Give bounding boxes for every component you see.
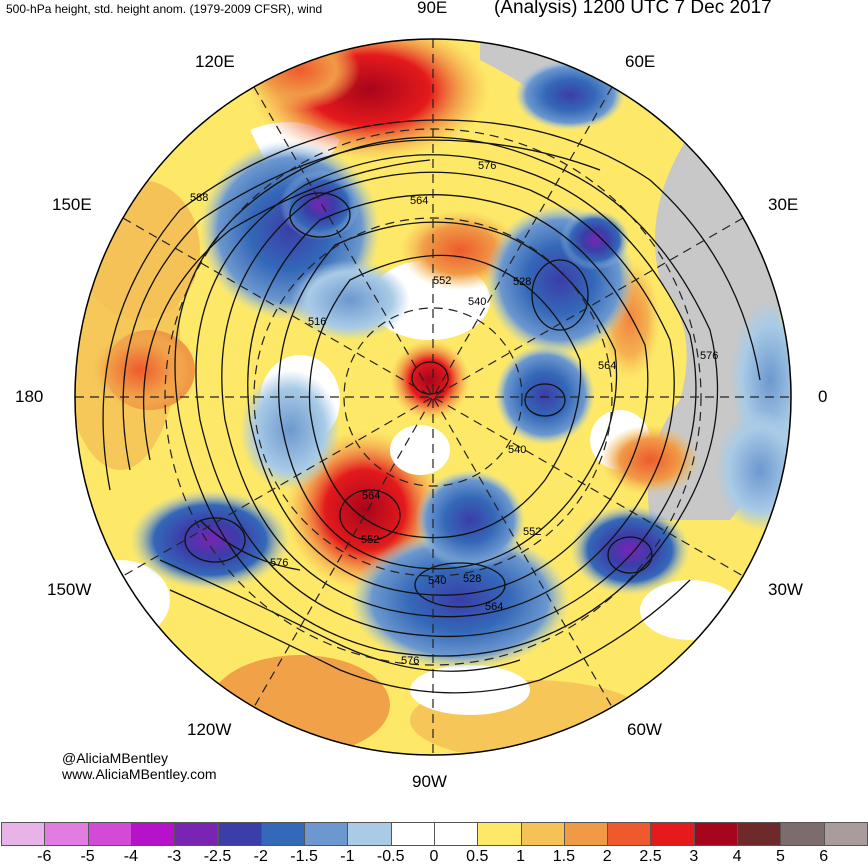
colorbar-label: 1.5 <box>552 848 576 865</box>
lon-label-150w: 150W <box>47 580 92 599</box>
contour-label: 588 <box>190 192 209 204</box>
credit-handle: @AliciaMBentley <box>62 750 169 766</box>
colorbar-swatch <box>607 822 652 846</box>
colorbar-label: -4 <box>123 848 139 865</box>
colorbar-swatch <box>260 822 306 846</box>
lon-label-0: 0 <box>818 387 828 406</box>
colorbar-label: 1 <box>516 848 526 865</box>
contour-label: 576 <box>270 557 289 569</box>
colorbar-label: -0.5 <box>376 848 405 865</box>
colorbar-label: 5 <box>775 848 785 865</box>
colorbar-label: -1.5 <box>290 848 318 865</box>
colorbar-label: 6 <box>819 848 829 865</box>
colorbar-swatch <box>217 822 262 846</box>
colorbar-swatch <box>520 822 565 846</box>
colorbar-swatch <box>1 822 46 846</box>
colorbar-label: -6 <box>37 848 52 865</box>
colorbar-swatch <box>780 822 825 846</box>
contour-label: 540 <box>428 575 447 587</box>
lat-lon-grid <box>75 39 791 755</box>
credit-website: www.AliciaMBentley.com <box>62 766 217 782</box>
lon-label-150e: 150E <box>52 195 92 214</box>
contour-label: 552 <box>523 526 542 538</box>
lon-label-60w: 60W <box>627 720 662 739</box>
contour-label: 576 <box>401 655 420 667</box>
colorbar-swatch <box>130 822 176 846</box>
colorbar-label: -1 <box>340 848 355 865</box>
colorbar-label: 3 <box>689 848 699 865</box>
contour-label: 516 <box>308 316 327 328</box>
contour-label: 540 <box>468 296 487 308</box>
colorbar-swatch <box>737 822 782 846</box>
contour-label: 564 <box>485 601 504 613</box>
contour-label: 564 <box>410 195 429 207</box>
height-contours <box>102 119 761 694</box>
contour-label: 552 <box>361 534 380 546</box>
colorbar-swatch <box>304 822 349 846</box>
colorbar-label: 0.5 <box>466 848 489 865</box>
lon-label-90w: 90W <box>412 772 447 791</box>
colorbar-label: -5 <box>80 848 95 865</box>
lon-label-120e: 120E <box>195 52 235 71</box>
lon-label-60e: 60E <box>625 52 656 71</box>
lon-label-30e: 30E <box>768 195 799 214</box>
anomaly-field <box>75 39 791 755</box>
colorbar-swatch <box>434 822 479 846</box>
contour-label: 564 <box>598 360 617 372</box>
contour-label: 528 <box>513 276 532 288</box>
colorbar-swatch <box>477 822 522 846</box>
lon-label-90e: 90E <box>417 0 448 17</box>
colorbar-swatch <box>650 822 695 846</box>
colorbar-swatch <box>563 822 609 846</box>
colorbar-swatch <box>174 822 219 846</box>
colorbar-label: 2 <box>602 848 612 865</box>
colorbar-swatch <box>390 822 435 846</box>
colorbar-swatch <box>87 822 132 846</box>
map-border <box>74 38 792 756</box>
colorbar-swatch <box>44 822 89 846</box>
colorbar-label: -2 <box>253 848 268 865</box>
contour-label: 576 <box>700 350 719 362</box>
colorbar-swatch <box>347 822 392 846</box>
lon-label-120w: 120W <box>187 720 232 739</box>
colorbar-label: 4 <box>732 848 742 865</box>
colorbar-swatch <box>823 822 868 846</box>
colorbar-swatch <box>693 822 739 846</box>
lon-label-180: 180 <box>15 387 44 406</box>
chart-title-left: 500-hPa height, std. height anom. (1979-… <box>6 2 323 16</box>
contour-label: 564 <box>362 490 381 502</box>
chart-title-right: (Analysis) 1200 UTC 7 Dec 2017 <box>494 0 772 18</box>
colorbar-label: -2.5 <box>203 848 232 865</box>
contour-label: 540 <box>508 444 527 456</box>
contour-label: 552 <box>433 275 452 287</box>
contour-label: 528 <box>463 573 482 585</box>
colorbar-label: 0 <box>429 848 439 865</box>
colorbar-label: 2.5 <box>639 848 662 865</box>
colorbar-label: -3 <box>167 848 182 865</box>
lon-label-30w: 30W <box>768 580 803 599</box>
contour-label: 576 <box>478 160 497 172</box>
